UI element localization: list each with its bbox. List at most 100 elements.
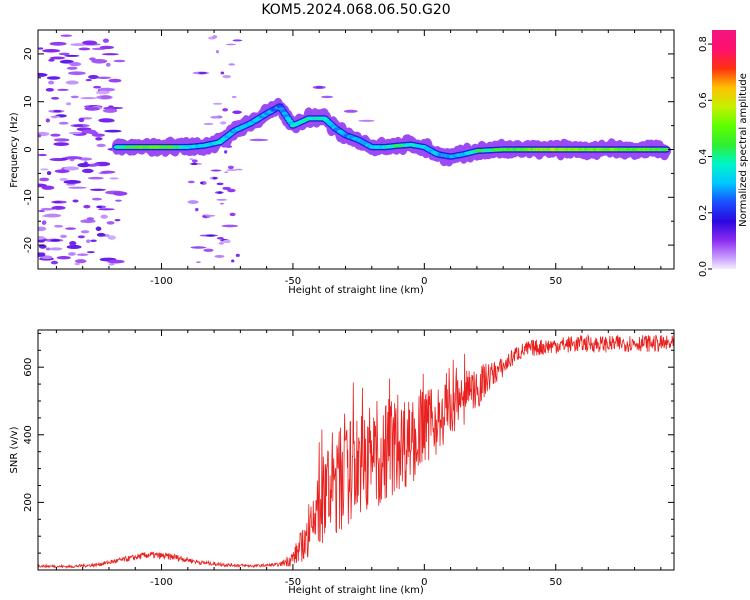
noise-speck	[225, 43, 236, 46]
noise-blob-core	[200, 181, 204, 185]
noise-blob	[80, 219, 96, 224]
noise-speck	[83, 204, 91, 209]
noise-speck	[216, 198, 227, 201]
noise-speck	[100, 95, 112, 100]
noise-speck	[91, 197, 103, 201]
noise-speck	[69, 241, 77, 246]
noise-speck	[220, 121, 227, 125]
noise-speck	[72, 199, 79, 203]
noise-blob	[190, 246, 207, 249]
noise-speck	[86, 217, 95, 221]
noise-speck	[59, 177, 68, 181]
x-tick-label: -100	[150, 276, 173, 287]
snr-panel: -100 -50 0 50 200 400 600 Height of straight l…	[9, 329, 675, 596]
noise-speck	[54, 169, 70, 174]
noise-speck	[50, 260, 58, 265]
noise-speck	[38, 210, 45, 213]
noise-speck	[85, 78, 92, 82]
noise-speck	[80, 230, 90, 234]
noise-speck	[97, 87, 116, 92]
noise-blob-core	[212, 176, 218, 180]
noise-speck	[96, 143, 106, 148]
noise-speck	[222, 239, 231, 244]
noise-speck	[113, 59, 126, 63]
noise-speck	[108, 78, 122, 83]
colorbar-tick-label: 0.2	[698, 205, 709, 221]
noise-speck	[78, 117, 85, 123]
y-tick-label: 400	[23, 425, 34, 444]
noise-blob	[249, 138, 269, 142]
y-tick-label: 10	[23, 95, 34, 108]
noise-speck	[45, 118, 50, 123]
noise-speck	[231, 95, 237, 99]
noise-speck	[216, 182, 224, 186]
y-tick-label: -10	[23, 189, 34, 205]
noise-blob	[87, 176, 104, 180]
noise-speck	[63, 166, 79, 171]
noise-blob	[68, 186, 87, 189]
snr-x-label: Height of straight line (km)	[288, 585, 424, 596]
noise-speck	[226, 168, 238, 172]
noise-speck	[43, 213, 62, 218]
noise-blob	[221, 224, 238, 228]
noise-blob-core	[96, 205, 103, 209]
y-tick-label: 20	[23, 48, 34, 61]
noise-speck	[115, 199, 122, 202]
noise-speck	[81, 129, 97, 134]
colorbar-tick-label: 0.0	[698, 261, 709, 277]
snr-ticks: -100 -50 0 50 200 400 600	[23, 330, 674, 588]
noise-speck	[105, 62, 111, 67]
noise-speck	[100, 170, 116, 174]
noise-blob	[108, 262, 115, 266]
noise-speck	[220, 71, 225, 75]
noise-speck	[53, 142, 70, 147]
noise-speck	[50, 115, 61, 118]
spectrogram-heatmap	[38, 34, 672, 266]
colorbar-tick-label: 0.8	[698, 36, 709, 52]
noise-speck	[60, 234, 67, 238]
noise-speck	[38, 252, 46, 257]
noise-speck	[224, 150, 228, 154]
noise-speck	[196, 261, 201, 263]
noise-speck	[78, 47, 91, 51]
noise-speck	[41, 220, 47, 225]
noise-speck	[227, 188, 236, 193]
noise-speck	[210, 169, 222, 172]
noise-speck	[74, 262, 81, 266]
noise-blob	[76, 253, 89, 256]
noise-speck	[57, 88, 69, 91]
noise-speck	[42, 48, 61, 53]
noise-speck	[228, 63, 235, 66]
noise-speck	[38, 235, 46, 240]
noise-speck	[98, 118, 115, 123]
noise-blob	[66, 66, 78, 70]
noise-blob-core	[50, 239, 61, 242]
noise-blob-core	[73, 124, 84, 127]
noise-speck	[49, 41, 67, 46]
noise-speck	[68, 131, 82, 135]
x-tick-label: 0	[421, 276, 427, 287]
spectrogram-x-label: Height of straight line (km)	[288, 285, 424, 296]
noise-speck	[187, 180, 195, 184]
noise-blob	[96, 76, 112, 80]
noise-speck	[80, 97, 97, 100]
noise-speck	[229, 212, 236, 217]
noise-blob	[187, 200, 199, 204]
noise-blob-core	[206, 234, 216, 237]
noise-speck	[65, 227, 77, 230]
noise-blob	[320, 95, 334, 99]
noise-speck	[40, 168, 49, 171]
noise-speck	[64, 156, 83, 160]
noise-speck	[59, 59, 74, 64]
figure-title: KOM5.2024.068.06.50.G20	[261, 2, 450, 18]
colorbar-tick-label: 0.4	[698, 149, 709, 165]
noise-speck	[98, 208, 115, 211]
noise-speck	[99, 45, 115, 50]
noise-speck	[86, 251, 95, 254]
noise-speck	[222, 108, 228, 112]
noise-speck	[109, 177, 119, 180]
noise-speck	[89, 188, 106, 192]
noise-speck	[85, 239, 91, 244]
